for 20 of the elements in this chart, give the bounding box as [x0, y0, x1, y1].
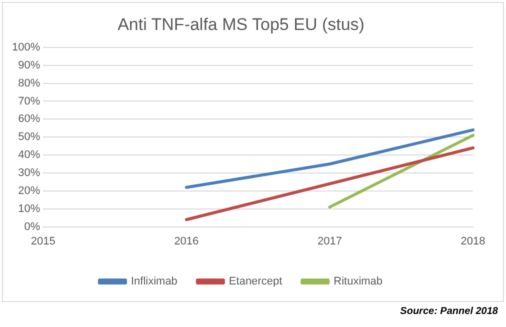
chart-title: Anti TNF-alfa MS Top5 EU (stus) — [118, 14, 364, 34]
y-tick-label: 50% — [18, 131, 40, 144]
x-tick-label: 2017 — [317, 235, 342, 248]
legend-label: Rituximab — [334, 276, 383, 288]
y-tick-label: 100% — [12, 41, 40, 54]
y-tick-label: 30% — [18, 167, 40, 180]
legend-label: Etanercept — [228, 276, 282, 288]
y-tick-label: 20% — [18, 184, 40, 197]
y-tick-label: 70% — [18, 95, 40, 108]
x-tick-label: 2016 — [174, 235, 199, 248]
y-tick-label: 60% — [18, 113, 40, 126]
y-tick-label: 40% — [18, 149, 40, 162]
x-tick-label: 2015 — [30, 235, 56, 248]
x-tick-label: 2018 — [460, 235, 486, 248]
legend-label: Infliximab — [130, 276, 178, 288]
y-tick-label: 90% — [18, 59, 40, 72]
y-tick-label: 80% — [18, 77, 40, 90]
y-tick-label: 0% — [24, 220, 40, 233]
source-note: Source: Pannel 2018 — [400, 306, 498, 317]
y-tick-label: 10% — [18, 202, 40, 215]
